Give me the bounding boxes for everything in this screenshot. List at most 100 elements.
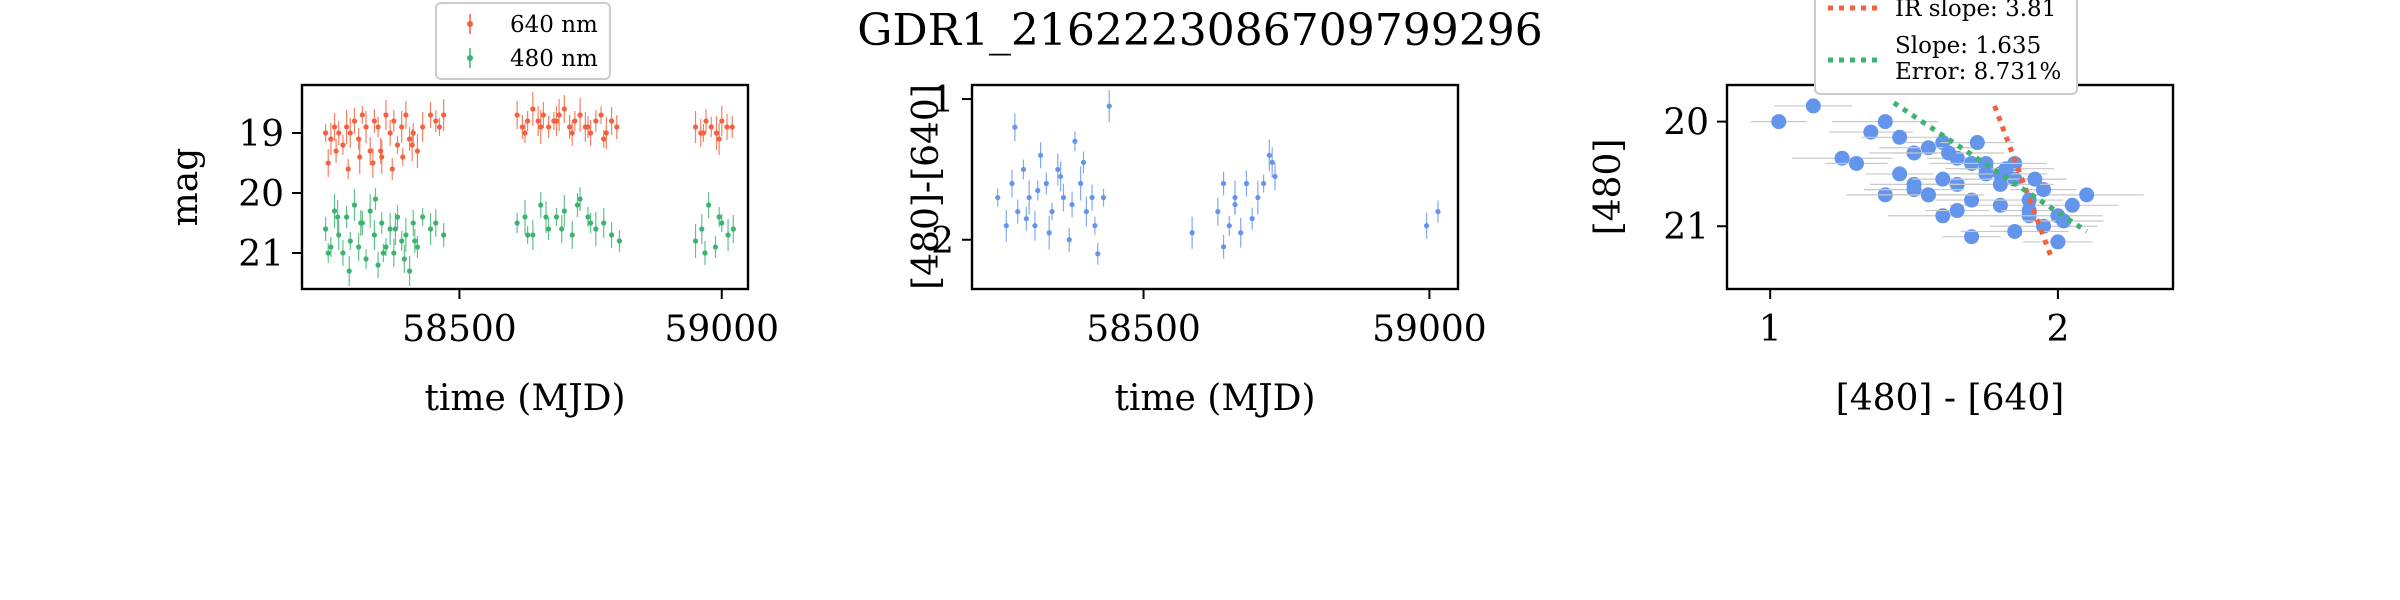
data-point — [1435, 209, 1441, 215]
data-point — [2079, 187, 2095, 203]
data-point — [572, 118, 578, 124]
x-tick-label: 59000 — [1372, 309, 1487, 350]
data-point — [1848, 155, 1864, 171]
data-point — [724, 124, 730, 130]
data-point — [371, 118, 378, 124]
y-tick-label: 20 — [1663, 103, 1709, 144]
data-point — [1261, 180, 1267, 187]
data-point — [561, 106, 567, 112]
data-point — [387, 226, 393, 232]
data-point — [1015, 209, 1021, 215]
data-point — [383, 244, 389, 250]
data-point — [719, 118, 725, 124]
data-point — [559, 226, 565, 232]
data-point — [1992, 197, 2008, 213]
data-point — [1220, 180, 1227, 187]
x-tick-label: 58500 — [1086, 309, 1201, 350]
data-point — [574, 202, 581, 208]
legend-marker — [467, 21, 473, 27]
data-point — [2056, 213, 2072, 229]
data-points — [1750, 98, 2144, 250]
data-point — [719, 220, 725, 226]
data-point — [1906, 182, 1922, 198]
data-point — [414, 244, 421, 250]
data-point — [420, 124, 426, 130]
data-point — [1892, 129, 1908, 145]
data-point — [427, 226, 434, 232]
data-point — [608, 232, 615, 238]
data-point — [577, 196, 583, 202]
data-point — [1009, 180, 1015, 187]
data-point — [1969, 135, 1985, 151]
data-point — [387, 130, 393, 136]
data-point — [344, 214, 350, 220]
legend: 640 nm 480 nm — [435, 2, 611, 80]
data-point — [713, 130, 720, 136]
data-point — [367, 208, 373, 214]
data-point — [383, 112, 389, 118]
data-point — [1106, 103, 1112, 109]
data-point — [325, 160, 331, 166]
data-point — [433, 220, 439, 226]
data-point — [389, 166, 395, 172]
data-point — [1046, 230, 1052, 236]
axes-frame — [1725, 83, 2175, 291]
legend-frame — [1814, 0, 2078, 95]
data-point — [1083, 209, 1089, 215]
data-point — [538, 124, 544, 130]
data-point — [593, 118, 599, 124]
x-tick-label: 58500 — [402, 309, 517, 350]
data-point — [1078, 180, 1084, 187]
data-point — [601, 220, 607, 226]
data-point — [1805, 98, 1821, 114]
data-point — [340, 250, 346, 256]
data-point — [706, 202, 712, 208]
data-point — [538, 202, 544, 208]
data-point — [556, 112, 562, 118]
data-point — [1215, 209, 1221, 215]
data-point — [394, 214, 401, 220]
data-point — [410, 220, 416, 226]
x-tick-label: 59000 — [664, 309, 779, 350]
legend-frame — [435, 2, 611, 80]
data-point — [1243, 180, 1250, 187]
x-tick-label: 1 — [1759, 309, 1782, 350]
data-point — [1269, 159, 1275, 165]
data-point — [409, 142, 415, 148]
data-point — [519, 124, 525, 130]
y-axis-label: mag — [165, 148, 206, 227]
data-point — [351, 118, 358, 124]
data-point — [356, 244, 362, 250]
data-point — [1023, 216, 1029, 222]
data-point — [379, 154, 385, 160]
light-curve-panel: 58500 59000 19 20 21 time (MJD) mag 640 nm 480 n… — [165, 2, 779, 419]
data-point — [375, 262, 381, 268]
data-point — [331, 208, 338, 214]
data-point — [1189, 230, 1195, 236]
data-point — [363, 124, 369, 130]
data-point — [700, 130, 707, 136]
data-point — [406, 136, 413, 142]
legend-label: Error: 8.731% — [1895, 59, 2061, 85]
data-point — [351, 202, 358, 208]
legend-marker — [467, 55, 473, 61]
data-point — [546, 226, 552, 232]
data-point — [1026, 194, 1032, 201]
data-point — [379, 220, 385, 226]
data-point — [406, 268, 413, 274]
data-point — [414, 148, 421, 154]
data-point — [1423, 223, 1430, 229]
data-point — [340, 142, 346, 148]
data-point — [371, 232, 378, 238]
data-point — [1964, 229, 1980, 245]
legend-label: Slope: 1.635 — [1895, 33, 2041, 59]
data-point — [514, 220, 520, 226]
data-point — [535, 118, 541, 124]
data-point — [399, 238, 405, 244]
data-point — [1238, 230, 1244, 236]
data-point — [412, 238, 418, 244]
data-point — [441, 232, 447, 238]
x-axis-label: [480] - [640] — [1836, 378, 2065, 419]
data-point — [328, 136, 334, 142]
